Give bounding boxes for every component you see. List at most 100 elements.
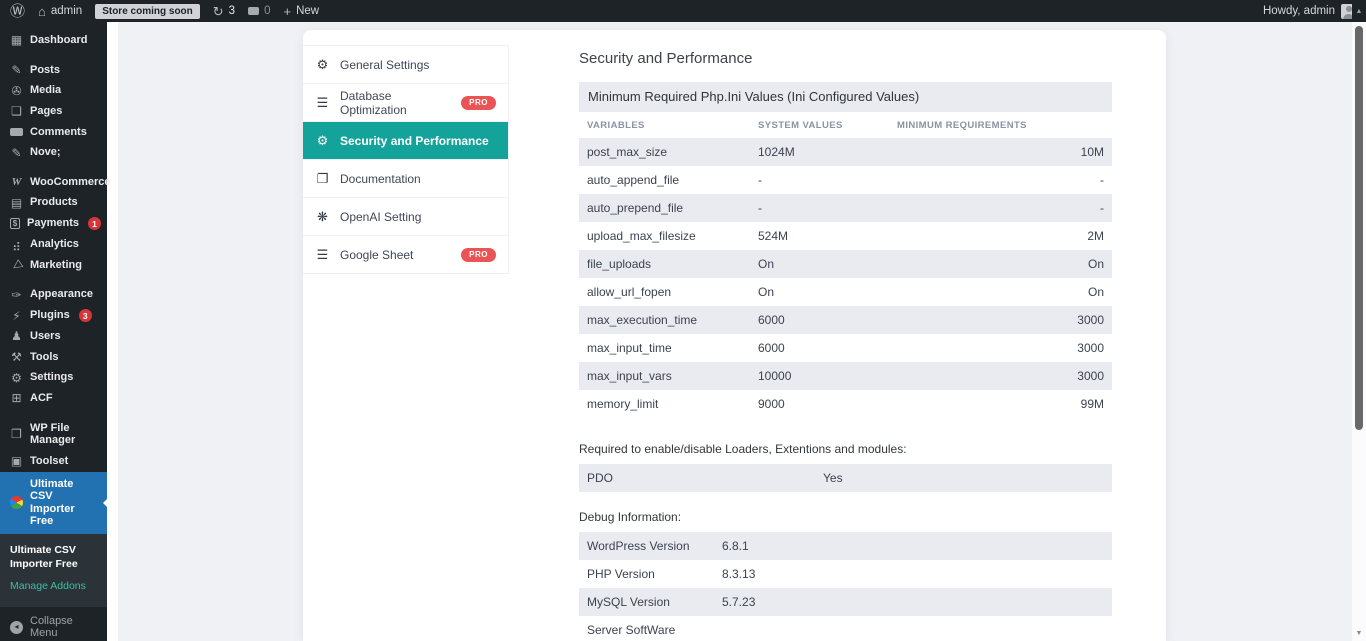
table-row: file_uploadsOnOn — [579, 250, 1112, 278]
debug-value: 8.3.13 — [722, 567, 1104, 581]
system-value: On — [758, 285, 897, 299]
sidebar-item-label: Users — [30, 330, 61, 343]
comments-count: 0 — [264, 5, 270, 17]
scrollbar-thumb[interactable] — [1355, 26, 1363, 430]
howdy-label: Howdy, admin — [1263, 5, 1335, 17]
sidebar-item-nove[interactable]: ✎Nove; — [0, 142, 107, 163]
table-row: allow_url_fopenOnOn — [579, 278, 1112, 306]
sidebar-item-woocommerce[interactable]: WWooCommerce — [0, 172, 107, 193]
collapse-menu-button[interactable]: ◂ Collapse Menu — [0, 607, 107, 641]
debug-row: Server SoftWare — [579, 616, 1112, 641]
scroll-up-icon[interactable]: ▲ — [1352, 0, 1366, 22]
minimum-requirement: 99M — [897, 397, 1104, 411]
variable-name: file_uploads — [587, 257, 758, 271]
variable-name: max_execution_time — [587, 313, 758, 327]
variable-name: max_input_vars — [587, 369, 758, 383]
sidebar-item-acf[interactable]: ⊞ACF — [0, 388, 107, 409]
debug-label: MySQL Version — [587, 595, 722, 609]
dashboard-icon: ▦ — [10, 34, 23, 46]
sidebar-item-appearance[interactable]: ✑Appearance — [0, 284, 107, 305]
sidebar-item-dashboard[interactable]: ▦Dashboard — [0, 30, 107, 51]
minimum-requirement: 10M — [897, 145, 1104, 159]
tab-label: Documentation — [340, 172, 421, 186]
sidebar-item-ultimate-csv-importer-free[interactable]: Ultimate CSV Importer Free — [0, 472, 107, 535]
sidebar-item-label: Marketing — [30, 259, 82, 272]
acf-icon: ⊞ — [10, 392, 23, 404]
pushpin-icon: ✎ — [10, 147, 23, 159]
users-icon: ♟ — [10, 330, 23, 342]
debug-label: PHP Version — [587, 567, 722, 581]
table-row: max_input_vars100003000 — [579, 362, 1112, 390]
sidebar-item-label: Ultimate CSV Importer Free — [30, 478, 97, 529]
comment-icon — [248, 7, 259, 15]
sidebar-item-comments[interactable]: Comments — [0, 122, 107, 143]
update-icon: ↻ — [213, 5, 224, 18]
sidebar-item-plugins[interactable]: ⚡Plugins3 — [0, 305, 107, 326]
system-value: - — [758, 173, 897, 187]
table-row: memory_limit900099M — [579, 390, 1112, 418]
system-value: 10000 — [758, 369, 897, 383]
tab-general-settings[interactable]: ⚙General Settings — [303, 46, 508, 84]
sidebar-item-posts[interactable]: ✎Posts — [0, 60, 107, 81]
coming-soon-button[interactable]: Store coming soon — [95, 4, 200, 19]
table-header-row: VARIABLES SYSTEM VALUES MINIMUM REQUIREM… — [579, 112, 1112, 138]
tab-security-and-performance[interactable]: ⚙Security and Performance — [303, 122, 508, 160]
system-value: 524M — [758, 229, 897, 243]
tab-label: Database Optimization — [340, 89, 451, 117]
variable-name: auto_prepend_file — [587, 201, 758, 215]
plus-icon: + — [283, 5, 291, 18]
sidebar-item-wp-file-manager[interactable]: ❒ WP File Manager — [0, 418, 107, 451]
folder-icon: ❒ — [10, 428, 23, 440]
sidebar-item-label: WP File Manager — [30, 422, 101, 447]
sidebar-item-toolset[interactable]: ▣Toolset — [0, 451, 107, 472]
settings-content: Security and Performance Minimum Require… — [579, 30, 1112, 641]
tab-label: Google Sheet — [340, 248, 413, 262]
table-row: post_max_size1024M10M — [579, 138, 1112, 166]
sidebar-item-settings[interactable]: ⚙Settings — [0, 367, 107, 388]
sidebar-item-media[interactable]: ✇Media — [0, 80, 107, 101]
new-label: New — [296, 5, 319, 17]
vertical-scrollbar[interactable]: ▲ ▼ — [1352, 0, 1366, 641]
tab-google-sheet[interactable]: ☰Google SheetPRO — [303, 236, 508, 274]
csv-importer-submenu: Ultimate CSV Importer Free Manage Addons — [0, 534, 107, 607]
table-row: max_execution_time60003000 — [579, 306, 1112, 334]
variable-name: memory_limit — [587, 397, 758, 411]
sidebar-item-payments[interactable]: $Payments1 — [0, 213, 107, 234]
gear-icon: ⚙ — [315, 58, 330, 71]
sidebar-item-pages[interactable]: ❏Pages — [0, 101, 107, 122]
sidebar-item-label: Products — [30, 196, 78, 209]
site-name-menu[interactable]: ⌂ admin — [38, 5, 82, 18]
variable-name: post_max_size — [587, 145, 758, 159]
sidebar-item-label: Pages — [30, 105, 62, 118]
pushpin-icon: ✎ — [10, 64, 23, 76]
toolset-icon: ▣ — [10, 455, 23, 467]
debug-label: WordPress Version — [587, 539, 722, 553]
updates-count: 3 — [229, 5, 235, 17]
scroll-down-icon[interactable]: ▼ — [1352, 630, 1366, 637]
tab-openai-setting[interactable]: ❋OpenAI Setting — [303, 198, 508, 236]
tab-database-optimization[interactable]: ☰Database OptimizationPRO — [303, 84, 508, 122]
sidebar-item-tools[interactable]: ⚒Tools — [0, 347, 107, 368]
system-value: 9000 — [758, 397, 897, 411]
sidebar-item-marketing[interactable]: ◁Marketing — [0, 255, 107, 276]
minimum-requirement: 3000 — [897, 341, 1104, 355]
comments-menu[interactable]: 0 — [248, 5, 270, 17]
sidebar-item-analytics[interactable]: ⣴Analytics — [0, 234, 107, 255]
my-account-menu[interactable]: Howdy, admin — [1263, 4, 1356, 19]
submenu-item-ultimate-csv-importer-free[interactable]: Ultimate CSV Importer Free — [0, 539, 107, 575]
wordpress-logo-icon[interactable]: Ⓦ — [10, 4, 25, 19]
new-content-menu[interactable]: + New — [283, 5, 319, 18]
sidebar-item-products[interactable]: ▤Products — [0, 192, 107, 213]
debug-row: WordPress Version6.8.1 — [579, 532, 1112, 560]
updates-menu[interactable]: ↻ 3 — [213, 5, 235, 18]
submenu-item-manage-addons[interactable]: Manage Addons — [0, 575, 107, 598]
document-icon: ❐ — [315, 172, 330, 185]
system-value: 1024M — [758, 145, 897, 159]
debug-row: MySQL Version5.7.23 — [579, 588, 1112, 616]
tab-documentation[interactable]: ❐ Documentation — [303, 160, 508, 198]
extension-status: Yes — [823, 471, 1104, 485]
debug-value: 5.7.23 — [722, 595, 1104, 609]
sidebar-item-users[interactable]: ♟ Users — [0, 326, 107, 347]
sidebar-item-label: Settings — [30, 371, 73, 384]
sidebar-item-label: Plugins — [30, 309, 70, 322]
